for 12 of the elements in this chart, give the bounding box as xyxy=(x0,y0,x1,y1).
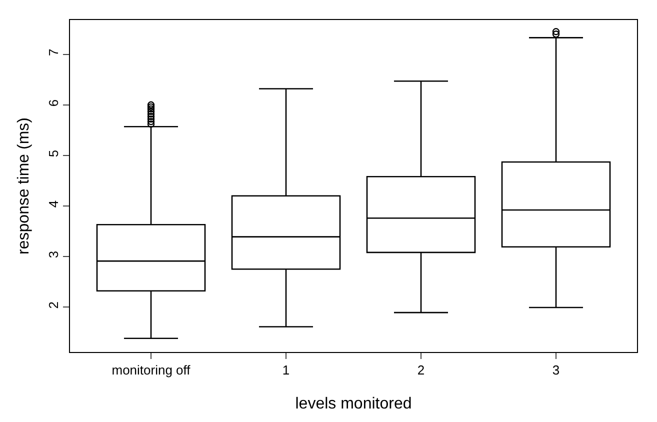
x-tick-label: monitoring off xyxy=(112,362,191,378)
y-tick-label: 6 xyxy=(46,99,61,107)
y-tick-label: 2 xyxy=(46,301,61,309)
y-axis-title: response time (ms) xyxy=(16,118,33,254)
x-tick-label: 3 xyxy=(552,362,560,378)
y-tick-label: 7 xyxy=(46,48,61,56)
x-axis-title: levels monitored xyxy=(295,395,412,412)
x-tick-label: 2 xyxy=(417,362,425,378)
y-tick-label: 5 xyxy=(46,150,61,158)
y-tick-label: 3 xyxy=(46,250,61,258)
y-tick-label: 4 xyxy=(46,200,61,208)
x-tick-label: 1 xyxy=(282,362,290,378)
